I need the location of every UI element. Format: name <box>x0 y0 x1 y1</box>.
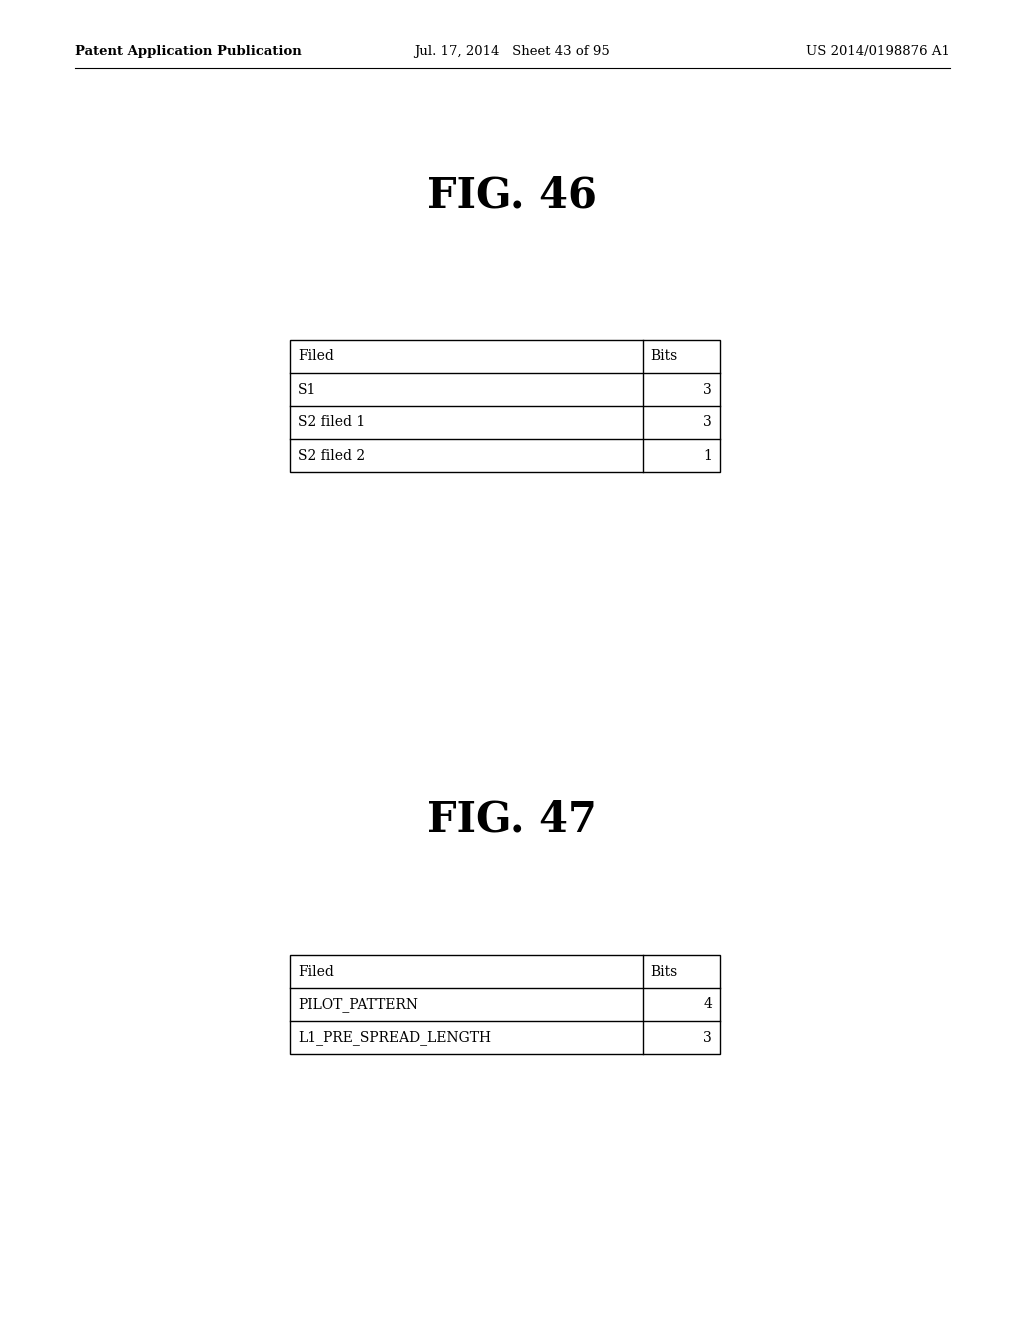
Text: L1_PRE_SPREAD_LENGTH: L1_PRE_SPREAD_LENGTH <box>298 1030 490 1045</box>
Text: 3: 3 <box>703 383 712 396</box>
Text: S1: S1 <box>298 383 316 396</box>
Text: PILOT_PATTERN: PILOT_PATTERN <box>298 997 418 1012</box>
Text: Bits: Bits <box>650 350 678 363</box>
Text: Bits: Bits <box>650 965 678 978</box>
Text: US 2014/0198876 A1: US 2014/0198876 A1 <box>806 45 950 58</box>
Text: 4: 4 <box>703 998 712 1011</box>
Text: 3: 3 <box>703 416 712 429</box>
Text: S2 filed 1: S2 filed 1 <box>298 416 366 429</box>
Text: FIG. 47: FIG. 47 <box>427 799 597 841</box>
Text: FIG. 46: FIG. 46 <box>427 174 597 216</box>
Text: 1: 1 <box>703 449 712 462</box>
Text: Filed: Filed <box>298 965 334 978</box>
Text: Filed: Filed <box>298 350 334 363</box>
Bar <box>290 341 720 473</box>
Text: 3: 3 <box>703 1031 712 1044</box>
Bar <box>290 954 720 1053</box>
Text: Jul. 17, 2014   Sheet 43 of 95: Jul. 17, 2014 Sheet 43 of 95 <box>414 45 610 58</box>
Text: S2 filed 2: S2 filed 2 <box>298 449 366 462</box>
Text: Patent Application Publication: Patent Application Publication <box>75 45 302 58</box>
